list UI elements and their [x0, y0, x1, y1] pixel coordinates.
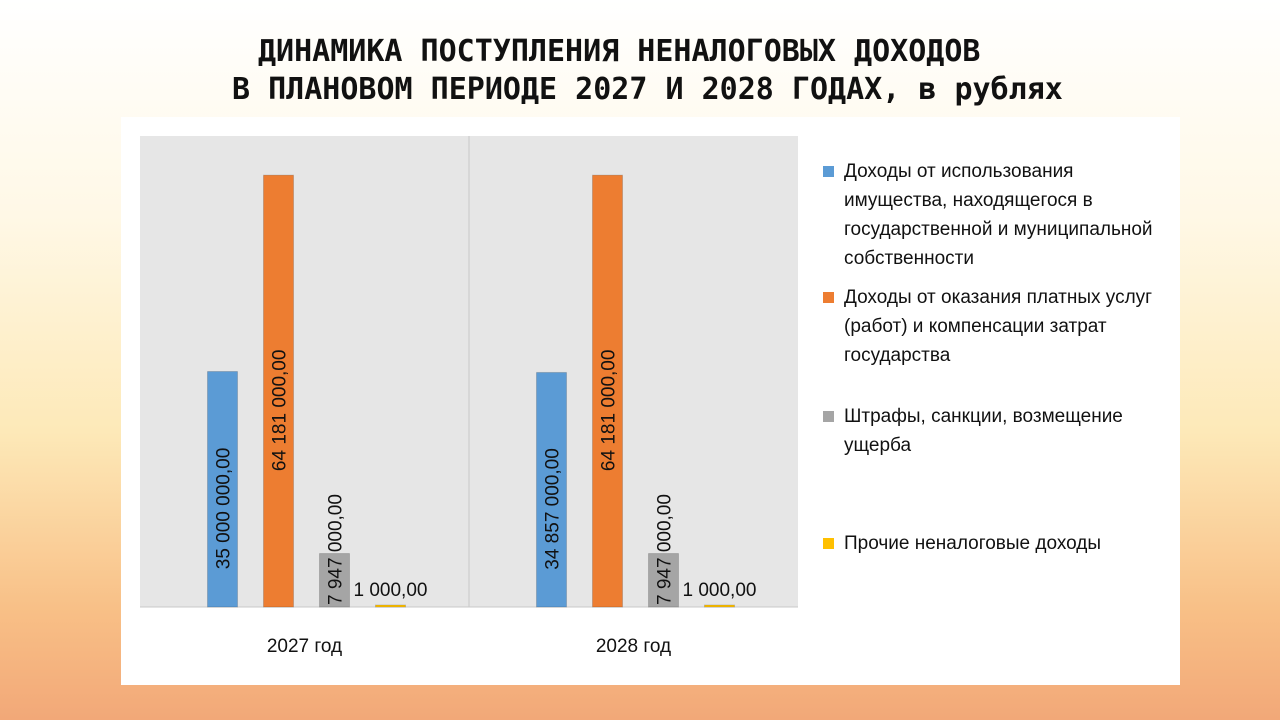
data-label: 7 947 000,00: [326, 494, 347, 605]
data-label: 64 181 000,00: [599, 350, 620, 472]
legend-swatch: [823, 166, 834, 177]
legend-swatch: [823, 538, 834, 549]
data-label: 7 947 000,00: [655, 494, 676, 605]
bar: [319, 553, 350, 608]
slide-title-line-1: ДИНАМИКА ПОСТУПЛЕНИЯ НЕНАЛОГОВЫХ ДОХОДОВ: [258, 34, 981, 69]
bar: [648, 553, 679, 608]
bar: [375, 604, 406, 608]
bar: [536, 371, 567, 608]
bar: [704, 604, 735, 608]
legend-label: Штрафы, санкции, возмещение ущерба: [844, 406, 1123, 456]
slide-title-line-2: В ПЛАНОВОМ ПЕРИОДЕ 2027 И 2028 ГОДАХ, в …: [232, 72, 1063, 107]
data-label: 1 000,00: [354, 580, 428, 601]
legend-label: Прочие неналоговые доходы: [844, 533, 1102, 554]
legend-swatch: [823, 292, 834, 303]
data-label: 1 000,00: [683, 580, 757, 601]
data-label: 64 181 000,00: [270, 350, 291, 472]
bar: [207, 371, 238, 608]
legend-label: Доходы от использования имущества, наход…: [844, 161, 1153, 269]
legend-label: Доходы от оказания платных услуг (работ)…: [844, 287, 1153, 366]
data-label: 35 000 000,00: [214, 448, 235, 570]
x-tick-label: 2027 год: [267, 636, 342, 657]
x-tick-label: 2028 год: [596, 636, 671, 657]
legend-swatch: [823, 411, 834, 422]
bar: [263, 174, 294, 608]
data-label: 34 857 000,00: [543, 448, 564, 570]
bar: [592, 174, 623, 608]
